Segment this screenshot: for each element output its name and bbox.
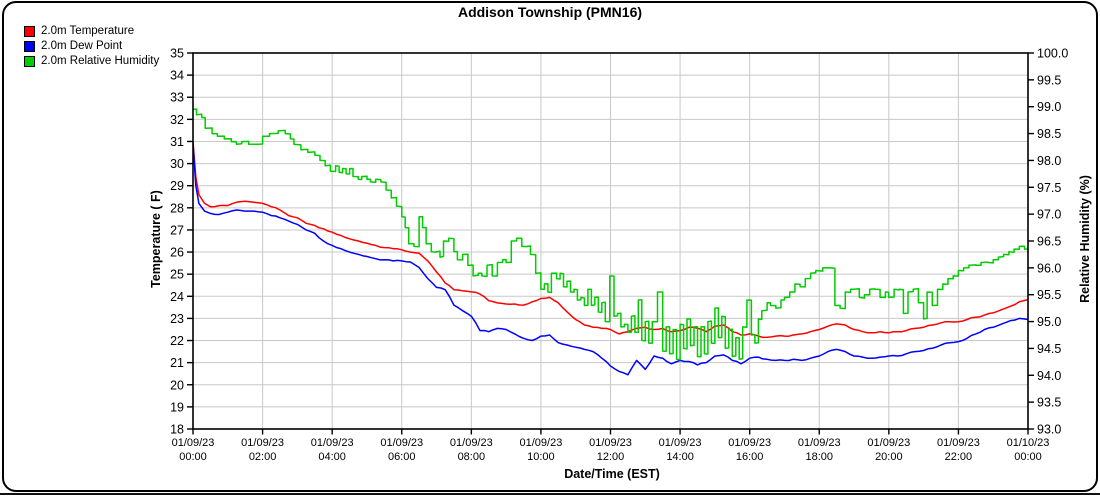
legend-label: 2.0m Relative Humidity: [41, 55, 160, 67]
left-axis-tick-label: 24: [170, 290, 184, 304]
left-axis-tick-label: 26: [170, 246, 184, 260]
left-axis-tick-label: 18: [170, 423, 184, 437]
left-axis-tick-label: 20: [170, 378, 184, 392]
x-axis-tick-date: 01/09/23: [867, 437, 910, 449]
x-axis-tick-time: 04:00: [318, 451, 346, 463]
series-line-2-0m-dew-point: [192, 142, 1029, 376]
x-axis-tick-time: 14:00: [666, 451, 694, 463]
x-axis-tick-time: 20:00: [875, 451, 903, 463]
x-axis-tick-time: 00:00: [1014, 451, 1042, 463]
left-axis-tick-label: 27: [170, 223, 184, 237]
right-axis-tick-label: 93.5: [1037, 396, 1061, 410]
legend-label: 2.0m Temperature: [41, 25, 135, 37]
legend-item: 2.0m Relative Humidity: [24, 55, 160, 67]
legend: 2.0m Temperature 2.0m Dew Point 2.0m Relat…: [24, 25, 160, 71]
series-line-2-0m-relative-humidity: [192, 108, 1029, 361]
window-bottom-edge: [0, 493, 1100, 495]
left-axis-tick-label: 19: [170, 400, 184, 414]
x-axis-tick-time: 18:00: [805, 451, 833, 463]
axis-tick-labels: 18 19 20 21 22 23 24 25 26 27 28 29 30 31 32 33 34 35 93.0…: [170, 47, 1068, 464]
legend-swatch-icon: [24, 56, 35, 67]
right-axis-tick-label: 100.0: [1037, 47, 1068, 61]
right-axis-tick-label: 96.0: [1037, 261, 1061, 275]
left-axis-tick-label: 33: [170, 91, 184, 105]
left-axis-tick-label: 22: [170, 334, 184, 348]
left-axis-tick-label: 29: [170, 179, 184, 193]
right-axis-tick-label: 94.5: [1037, 342, 1061, 356]
y-axis-label-left: Temperature ( F): [149, 190, 163, 288]
x-axis-tick-time: 22:00: [945, 451, 973, 463]
x-axis-tick-time: 02:00: [249, 451, 277, 463]
x-axis-tick-date: 01/09/23: [937, 437, 980, 449]
x-axis-tick-time: 12:00: [597, 451, 625, 463]
x-axis-tick-time: 16:00: [736, 451, 764, 463]
legend-label: 2.0m Dew Point: [41, 40, 123, 52]
x-axis-tick-time: 00:00: [179, 451, 207, 463]
right-axis-tick-label: 98.0: [1037, 154, 1061, 168]
left-axis-tick-label: 30: [170, 157, 184, 171]
x-axis-tick-time: 08:00: [458, 451, 486, 463]
right-axis-tick-label: 98.5: [1037, 127, 1061, 141]
chart-frame: [2, 1, 1098, 492]
right-axis-tick-label: 99.5: [1037, 73, 1061, 87]
left-axis-tick-label: 23: [170, 312, 184, 326]
chart-title: Addison Township (PMN16): [457, 4, 643, 20]
y-axis-label-right: Relative Humidity (%): [1078, 175, 1092, 303]
gridlines: [193, 53, 1028, 429]
x-axis-label: Date/Time (EST): [564, 467, 660, 481]
right-axis-tick-label: 95.5: [1037, 288, 1061, 302]
left-axis-tick-label: 32: [170, 113, 184, 127]
x-axis-tick-date: 01/09/23: [589, 437, 632, 449]
x-axis-tick-date: 01/09/23: [172, 437, 215, 449]
legend-item: 2.0m Dew Point: [24, 40, 159, 52]
left-axis-tick-label: 28: [170, 201, 184, 215]
right-axis-tick-label: 99.0: [1037, 100, 1061, 114]
x-axis-tick-date: 01/09/23: [728, 437, 771, 449]
legend-item: 2.0m Temperature: [24, 25, 159, 37]
legend-swatch-icon: [24, 26, 35, 37]
x-axis-tick-date: 01/09/23: [241, 437, 284, 449]
legend-swatch-icon: [24, 41, 35, 52]
right-axis-tick-label: 97.0: [1037, 208, 1061, 222]
axis-ticks: [187, 52, 1034, 435]
x-axis-tick-date: 01/09/23: [798, 437, 841, 449]
x-axis-tick-date: 01/09/23: [659, 437, 702, 449]
right-axis-tick-label: 94.0: [1037, 369, 1061, 383]
x-axis-tick-date: 01/09/23: [380, 437, 423, 449]
left-axis-tick-label: 21: [170, 356, 184, 370]
x-axis-tick-time: 10:00: [527, 451, 555, 463]
left-axis-tick-label: 25: [170, 268, 184, 282]
x-axis-tick-time: 06:00: [388, 451, 416, 463]
right-axis-tick-label: 97.5: [1037, 181, 1061, 195]
x-axis-tick-date: 01/09/23: [311, 437, 354, 449]
left-axis-tick-label: 31: [170, 135, 184, 149]
series-line-2-0m-temperature: [192, 140, 1029, 339]
left-axis-tick-label: 34: [170, 69, 184, 83]
x-axis-tick-date: 01/10/23: [1007, 437, 1050, 449]
right-axis-tick-label: 93.0: [1037, 423, 1061, 437]
x-axis-tick-date: 01/09/23: [520, 437, 563, 449]
right-axis-tick-label: 96.5: [1037, 235, 1061, 249]
series: [192, 108, 1029, 376]
x-axis-tick-date: 01/09/23: [450, 437, 493, 449]
left-axis-tick-label: 35: [170, 47, 184, 61]
right-axis-tick-label: 95.0: [1037, 315, 1061, 329]
